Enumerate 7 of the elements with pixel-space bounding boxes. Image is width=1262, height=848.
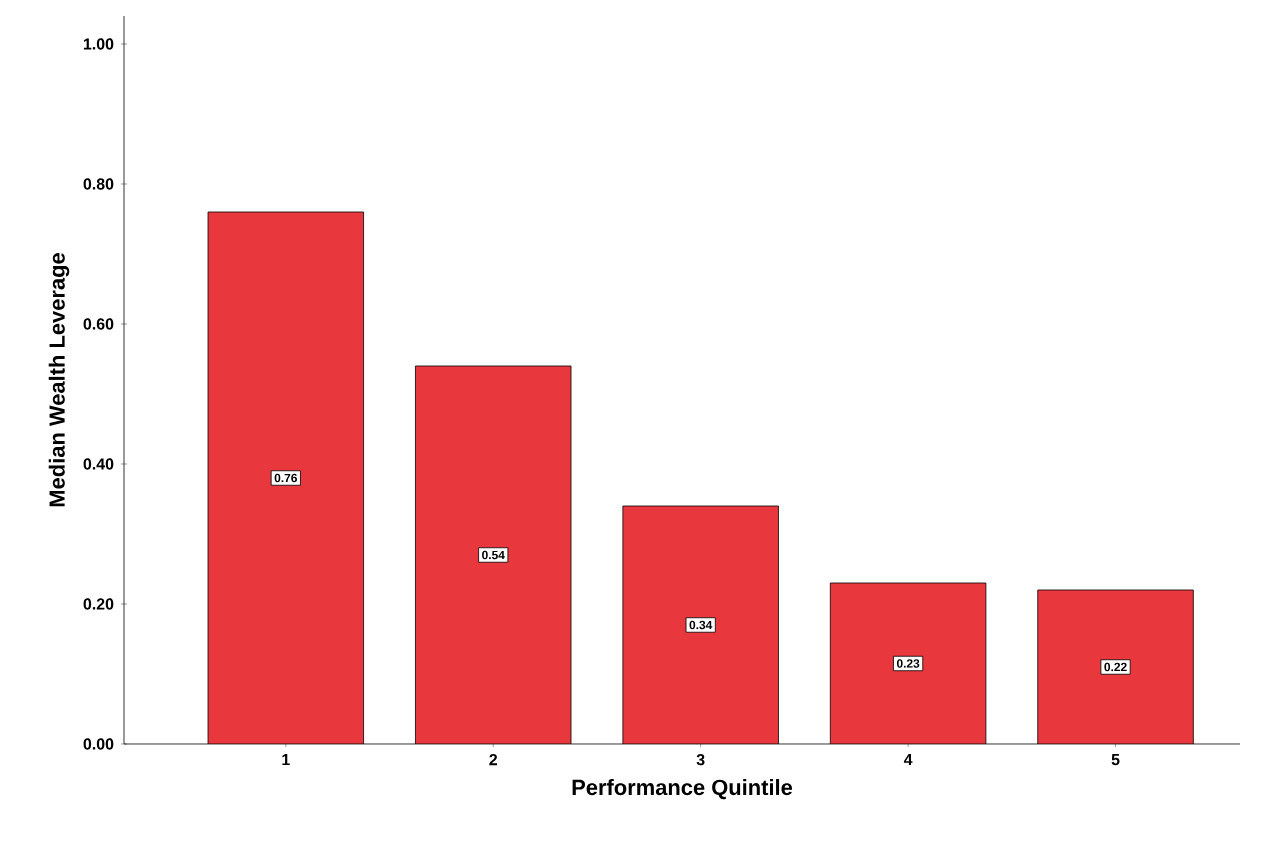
bar — [208, 211, 364, 744]
y-axis-title: Median Wealth Leverage — [48, 253, 70, 507]
bar — [622, 505, 779, 744]
bar — [415, 365, 572, 744]
x-axis-title: Performance Quintile — [572, 779, 793, 800]
bar — [830, 582, 986, 744]
bar — [1037, 589, 1194, 744]
